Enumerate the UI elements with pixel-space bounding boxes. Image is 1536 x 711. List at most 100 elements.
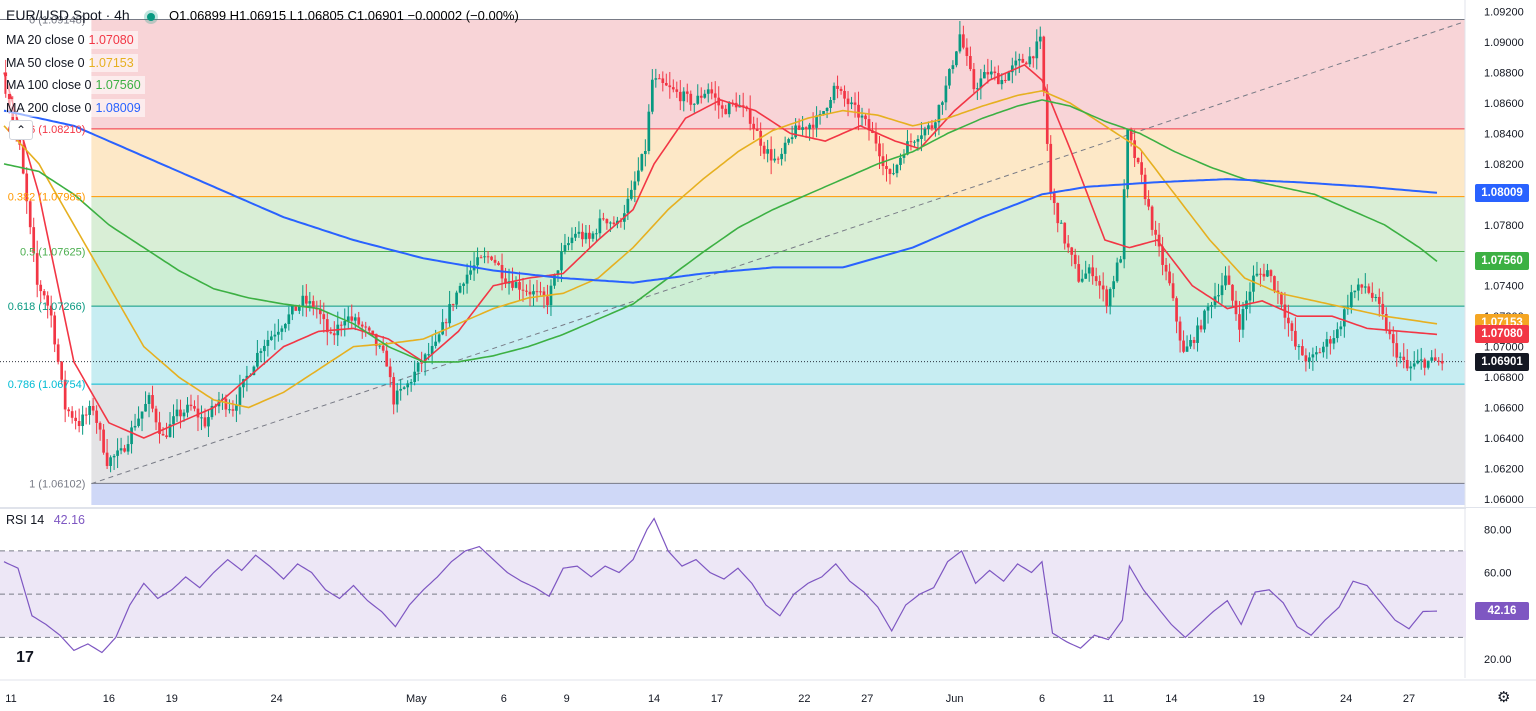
- candle[interactable]: [909, 133, 913, 151]
- candle[interactable]: [123, 444, 126, 453]
- symbol-label[interactable]: EUR/USD Spot · 4h: [6, 7, 130, 23]
- candle[interactable]: [284, 322, 287, 333]
- candle[interactable]: [1412, 351, 1416, 370]
- candle[interactable]: [720, 99, 724, 118]
- candle[interactable]: [885, 154, 888, 182]
- legend-row-ma[interactable]: MA 200 close 0 1.08009: [6, 98, 145, 117]
- candle[interactable]: [1255, 261, 1259, 277]
- candle[interactable]: [1356, 278, 1360, 301]
- candle[interactable]: [1161, 237, 1164, 276]
- candle[interactable]: [1231, 284, 1234, 308]
- candle[interactable]: [1402, 343, 1406, 369]
- candle[interactable]: [1073, 248, 1077, 269]
- candle[interactable]: [74, 410, 77, 430]
- candle[interactable]: [1370, 282, 1374, 302]
- candle[interactable]: [1294, 317, 1297, 350]
- candle[interactable]: [1252, 265, 1255, 303]
- candle[interactable]: [88, 400, 91, 425]
- candle[interactable]: [437, 332, 441, 344]
- candle[interactable]: [263, 339, 266, 365]
- candle[interactable]: [186, 397, 189, 418]
- candle[interactable]: [105, 439, 109, 469]
- candle[interactable]: [1136, 157, 1140, 165]
- candle[interactable]: [650, 69, 654, 115]
- candle[interactable]: [1000, 73, 1004, 90]
- candle[interactable]: [290, 305, 294, 321]
- candle[interactable]: [567, 236, 570, 251]
- candle[interactable]: [1266, 263, 1269, 278]
- candle[interactable]: [357, 311, 361, 328]
- candle[interactable]: [1210, 301, 1213, 319]
- candle[interactable]: [769, 136, 773, 175]
- candle[interactable]: [913, 140, 916, 148]
- candle[interactable]: [1080, 269, 1084, 283]
- candle[interactable]: [196, 395, 200, 432]
- candle[interactable]: [63, 370, 67, 423]
- candle[interactable]: [1157, 223, 1161, 257]
- candle[interactable]: [252, 365, 256, 376]
- candle[interactable]: [259, 348, 263, 363]
- candle[interactable]: [542, 286, 546, 309]
- candle[interactable]: [647, 104, 651, 155]
- candle[interactable]: [409, 378, 413, 392]
- candle[interactable]: [1119, 255, 1122, 264]
- candle[interactable]: [685, 83, 689, 103]
- candle[interactable]: [832, 82, 836, 104]
- candle[interactable]: [654, 68, 658, 88]
- candle[interactable]: [588, 224, 591, 248]
- candle[interactable]: [165, 422, 168, 439]
- candle[interactable]: [1433, 348, 1437, 361]
- candle[interactable]: [207, 409, 210, 438]
- candle[interactable]: [210, 399, 214, 420]
- candle[interactable]: [430, 335, 434, 365]
- candle[interactable]: [46, 291, 50, 319]
- candle[interactable]: [1377, 288, 1381, 317]
- candle[interactable]: [49, 295, 53, 328]
- candle[interactable]: [989, 60, 993, 80]
- candle[interactable]: [1143, 167, 1147, 206]
- candle[interactable]: [1045, 84, 1049, 151]
- candle[interactable]: [130, 420, 133, 454]
- candle[interactable]: [1101, 272, 1105, 302]
- candle[interactable]: [112, 454, 116, 470]
- candle[interactable]: [1063, 222, 1067, 250]
- candle[interactable]: [860, 107, 864, 127]
- candle[interactable]: [1112, 275, 1116, 298]
- candle[interactable]: [752, 116, 756, 140]
- candle[interactable]: [518, 271, 521, 301]
- candle[interactable]: [1206, 302, 1210, 324]
- candle[interactable]: [682, 87, 686, 112]
- candle[interactable]: [636, 157, 640, 186]
- candle[interactable]: [1084, 260, 1088, 280]
- candle[interactable]: [273, 323, 277, 350]
- candle[interactable]: [741, 92, 745, 118]
- candle[interactable]: [458, 282, 462, 294]
- candle[interactable]: [983, 64, 986, 79]
- candle[interactable]: [955, 50, 958, 68]
- candle[interactable]: [325, 312, 329, 346]
- candle[interactable]: [35, 240, 39, 298]
- candle[interactable]: [643, 139, 647, 167]
- candle[interactable]: [948, 68, 951, 89]
- candle[interactable]: [144, 391, 147, 412]
- candle[interactable]: [133, 413, 137, 431]
- candle[interactable]: [853, 92, 857, 118]
- candle[interactable]: [581, 223, 584, 247]
- candle[interactable]: [1384, 307, 1388, 334]
- legend-row-ma[interactable]: MA 20 close 0 1.07080: [6, 31, 138, 49]
- candle[interactable]: [748, 95, 752, 131]
- candle[interactable]: [39, 280, 43, 303]
- candle[interactable]: [727, 101, 731, 118]
- candle[interactable]: [1273, 275, 1276, 294]
- candle[interactable]: [703, 89, 707, 99]
- candle[interactable]: [1318, 347, 1322, 354]
- candle[interactable]: [850, 96, 853, 110]
- candle[interactable]: [1301, 339, 1304, 356]
- candle[interactable]: [161, 427, 165, 436]
- candle[interactable]: [689, 90, 693, 111]
- candle[interactable]: [1070, 246, 1074, 267]
- candle[interactable]: [1353, 290, 1357, 299]
- tradingview-logo-icon[interactable]: 17: [10, 646, 40, 670]
- candle[interactable]: [528, 279, 532, 307]
- candle[interactable]: [762, 141, 766, 160]
